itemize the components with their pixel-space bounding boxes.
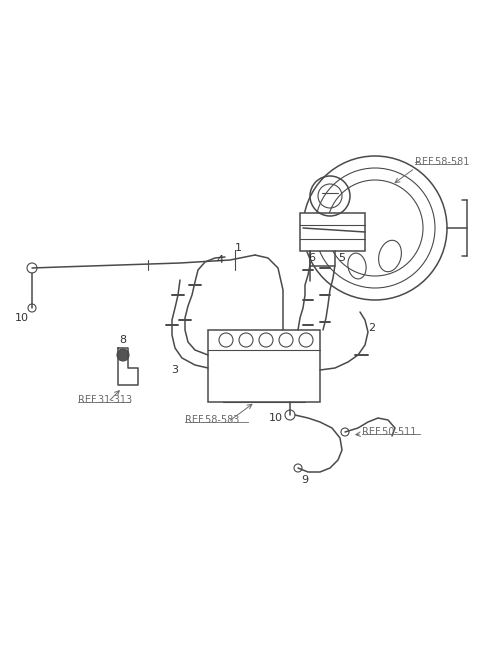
FancyBboxPatch shape [300, 213, 365, 251]
Text: 1: 1 [235, 243, 241, 253]
Circle shape [117, 349, 129, 361]
Text: 6: 6 [309, 253, 315, 263]
Text: REF.58-581: REF.58-581 [415, 157, 469, 167]
Text: 9: 9 [301, 475, 309, 485]
Text: 10: 10 [269, 413, 283, 423]
Text: 3: 3 [171, 365, 179, 375]
Text: REF.58-583: REF.58-583 [185, 415, 240, 425]
Text: REF.50-511: REF.50-511 [362, 427, 416, 437]
Text: 10: 10 [15, 313, 29, 323]
FancyBboxPatch shape [208, 330, 320, 402]
Text: 4: 4 [216, 255, 224, 265]
Text: 5: 5 [338, 253, 346, 263]
Text: 8: 8 [120, 335, 127, 345]
Text: REF.31-313: REF.31-313 [78, 395, 132, 405]
Text: 2: 2 [369, 323, 375, 333]
